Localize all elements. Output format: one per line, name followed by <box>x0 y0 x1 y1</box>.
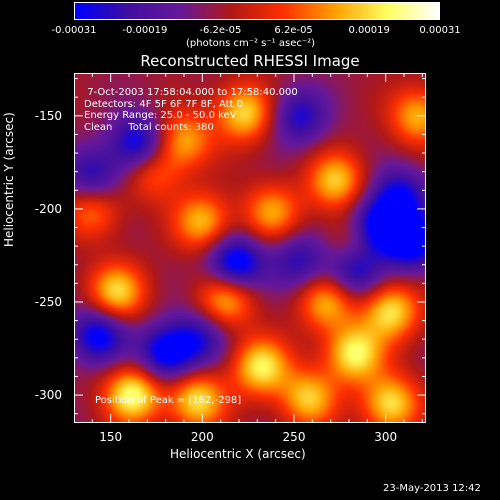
detectors-info: Detectors: 4F 5F 6F 7F 8F, Att 0 <box>84 98 244 110</box>
x-axis-label: Heliocentric X (arcsec) <box>170 447 306 461</box>
energy-range: Energy Range: 25.0 - 50.0 keV <box>84 110 237 121</box>
colorbar-tick-label: 0.00031 <box>419 25 461 36</box>
timestamp: 23-May-2013 12:42 <box>383 483 481 494</box>
y-tick-label: -250 <box>34 294 62 309</box>
observation-info: 7-Oct-2003 17:58:04.000 to 17:58:40.000 … <box>84 87 298 133</box>
peak-position: Position of Peak = [162,-298] <box>95 395 242 406</box>
y-tick-label: -200 <box>34 201 62 216</box>
chart-title: Reconstructed RHESSI Image <box>140 52 360 70</box>
x-tick-label: 250 <box>282 430 306 444</box>
colorbar-tick-label: 6.2e-05 <box>274 25 313 36</box>
y-tick-label: -150 <box>34 108 62 123</box>
colorbar <box>74 2 440 20</box>
colorbar-tick-label: -6.2e-05 <box>199 25 242 36</box>
colorbar-tick-label: -0.00019 <box>122 25 168 36</box>
total-counts: Total counts: 380 <box>128 121 214 133</box>
y-axis-label: Heliocentric Y (arcsec) <box>2 112 16 247</box>
x-tick-label: 150 <box>99 430 123 444</box>
method-label: Clean <box>84 121 113 133</box>
x-tick-label: 300 <box>374 430 398 444</box>
y-tick-label: -300 <box>34 388 62 403</box>
colorbar-units: (photons cm⁻² s⁻¹ asec⁻²) <box>186 38 316 49</box>
x-tick-label: 200 <box>190 430 214 444</box>
colorbar-tick-label: 0.00019 <box>348 25 390 36</box>
colorbar-tick-label: -0.00031 <box>51 25 97 36</box>
time-range: 7-Oct-2003 17:58:04.000 to 17:58:40.000 <box>87 87 298 98</box>
